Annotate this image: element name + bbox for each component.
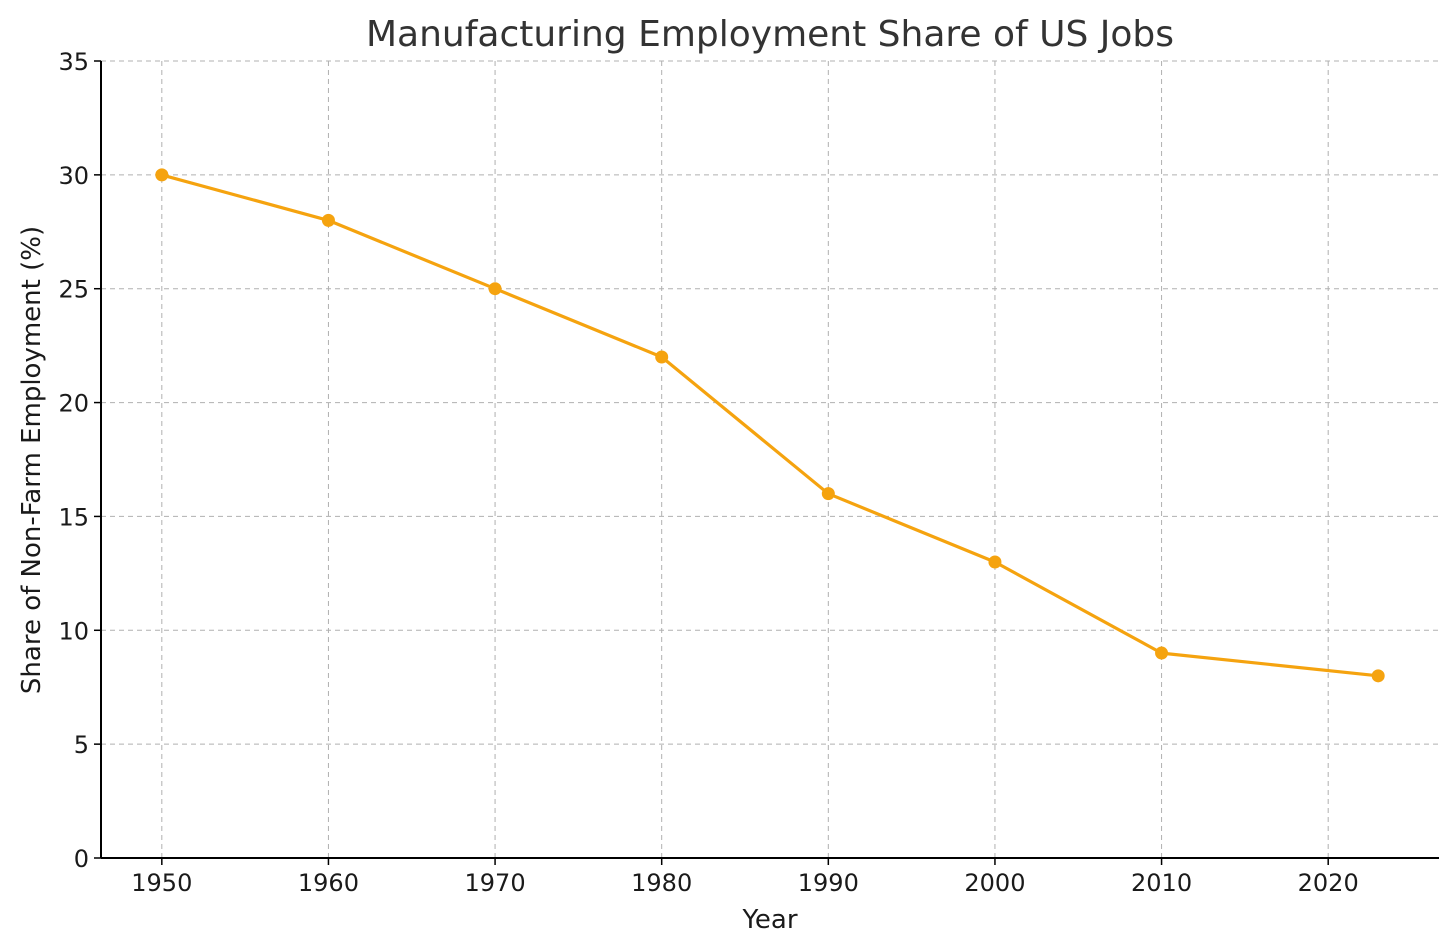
y-tick-label: 35 <box>58 48 89 76</box>
x-tick-label: 2000 <box>964 869 1025 897</box>
y-axis-ticks: 0 5 10 15 20 25 30 35 <box>58 48 101 873</box>
x-tick-label: 2010 <box>1131 869 1192 897</box>
y-tick-label: 20 <box>58 390 89 418</box>
data-point <box>155 168 169 182</box>
chart-title: Manufacturing Employment Share of US Job… <box>366 14 1174 55</box>
data-point <box>988 555 1002 569</box>
x-axis-ticks: 1950 1960 1970 1980 1990 2000 2010 2020 <box>131 858 1359 897</box>
grid <box>101 60 1439 859</box>
y-tick-label: 25 <box>58 276 89 304</box>
x-axis-label: Year <box>741 905 797 935</box>
y-tick-label: 0 <box>74 845 89 873</box>
data-point <box>1371 669 1385 683</box>
x-tick-label: 1990 <box>798 869 859 897</box>
x-tick-label: 1980 <box>631 869 692 897</box>
axes <box>100 61 1439 859</box>
data-point <box>321 213 335 227</box>
data-point <box>821 487 835 501</box>
data-point <box>488 282 502 296</box>
series-line <box>161 173 1379 678</box>
series-group <box>155 168 1385 683</box>
y-tick-label: 15 <box>58 503 89 531</box>
y-axis-label: Share of Non-Farm Employment (%) <box>17 226 47 694</box>
y-tick-label: 30 <box>58 162 89 190</box>
y-tick-label: 10 <box>58 617 89 645</box>
data-point <box>1155 646 1169 660</box>
x-tick-label: 2020 <box>1298 869 1359 897</box>
x-tick-label: 1960 <box>298 869 359 897</box>
y-tick-label: 5 <box>74 731 89 759</box>
data-point <box>655 350 669 364</box>
x-tick-label: 1950 <box>131 869 192 897</box>
x-tick-label: 1970 <box>465 869 526 897</box>
